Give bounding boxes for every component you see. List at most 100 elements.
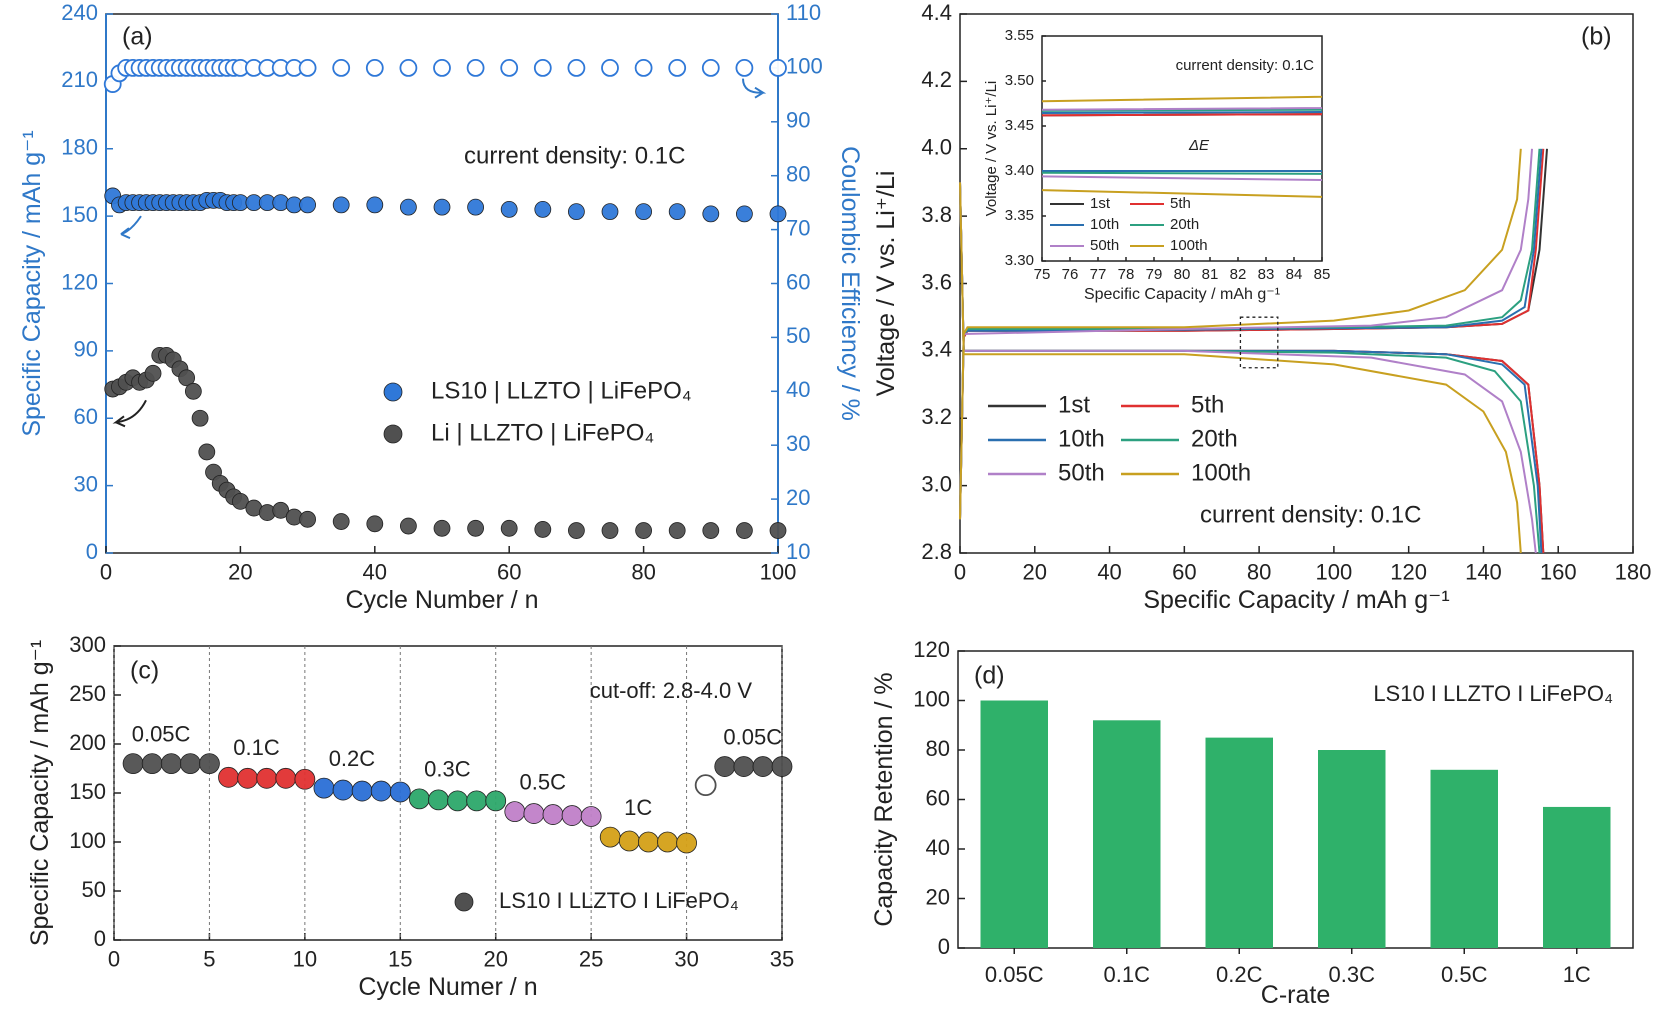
x-axis-label: Cycle Number / n bbox=[345, 586, 538, 614]
data-point bbox=[735, 59, 754, 77]
voltage-curve bbox=[959, 148, 1537, 554]
data-point bbox=[160, 753, 182, 774]
y-tick-label: 50 bbox=[82, 877, 106, 902]
x-axis-label: C-rate bbox=[1261, 981, 1330, 1009]
data-point bbox=[769, 59, 787, 77]
data-point bbox=[332, 196, 350, 214]
data-point bbox=[561, 805, 583, 826]
x-axis-label: Cycle Numer / n bbox=[358, 973, 537, 1001]
y-tick-label: 3.50 bbox=[1005, 72, 1034, 89]
x-tick-label: 76 bbox=[1062, 266, 1079, 283]
group-label: 0.05C bbox=[132, 721, 191, 746]
x-tick-label: 160 bbox=[1540, 560, 1577, 585]
x-tick-label: 120 bbox=[1390, 560, 1427, 585]
data-point bbox=[752, 756, 774, 777]
x-tick-label: 10 bbox=[293, 947, 317, 972]
data-point bbox=[389, 781, 411, 803]
data-point bbox=[635, 203, 652, 221]
inset-legend-label: 20th bbox=[1170, 216, 1199, 233]
data-point bbox=[313, 777, 335, 799]
legend-marker bbox=[383, 382, 403, 402]
legend-label: 20th bbox=[1191, 425, 1238, 452]
y-tick-label: 0 bbox=[938, 934, 950, 959]
data-point bbox=[599, 826, 621, 848]
x-tick-label: 80 bbox=[1247, 560, 1271, 585]
x-tick-label: 180 bbox=[1615, 560, 1652, 585]
data-point bbox=[702, 522, 720, 539]
data-point bbox=[199, 753, 220, 774]
data-point bbox=[466, 790, 488, 812]
y-tick-label: 0 bbox=[94, 926, 106, 951]
y-tick-label: 3.40 bbox=[1005, 162, 1034, 179]
data-point bbox=[141, 753, 163, 774]
annotation: current density: 0.1C bbox=[464, 142, 685, 169]
group-label: 0.05C bbox=[723, 724, 782, 749]
y-tick-label: 3.55 bbox=[1005, 27, 1034, 44]
x-tick-label: 40 bbox=[363, 560, 387, 585]
data-point bbox=[299, 510, 317, 528]
y-tick-label: 4.0 bbox=[921, 135, 952, 160]
x-tick-label: 15 bbox=[388, 947, 412, 972]
data-point bbox=[504, 801, 526, 823]
y-tick-label: 3.8 bbox=[921, 202, 952, 227]
data-point bbox=[351, 780, 373, 802]
inset-annotation: current density: 0.1C bbox=[1176, 57, 1315, 74]
data-point bbox=[542, 804, 564, 825]
legend-label: 50th bbox=[1058, 459, 1105, 486]
zoom-box bbox=[1239, 316, 1279, 369]
x-tick-label: 40 bbox=[1097, 560, 1121, 585]
annotation: LS10 I LLZTO I LiFePO₄ bbox=[1373, 681, 1613, 706]
inset-y-label: Voltage / V vs. Li⁺/Li bbox=[983, 81, 1000, 217]
voltage-curve bbox=[959, 148, 1522, 554]
x-tick-label: 100 bbox=[760, 560, 797, 585]
y-tick-label: 240 bbox=[61, 0, 98, 25]
data-point bbox=[534, 521, 552, 538]
inset-legend-label: 100th bbox=[1170, 237, 1208, 254]
data-point bbox=[332, 513, 350, 530]
x-tick-label: 20 bbox=[228, 560, 252, 585]
y-tick-label: 3.35 bbox=[1005, 207, 1034, 224]
x-tick-label: 0 bbox=[100, 560, 112, 585]
data-point bbox=[500, 200, 518, 218]
panel-label: (a) bbox=[122, 23, 153, 51]
y-tick-label: 120 bbox=[913, 637, 950, 662]
data-point bbox=[733, 756, 755, 777]
data-point bbox=[231, 492, 249, 510]
x-tick-label: 5 bbox=[203, 947, 215, 972]
y-axis-label: Specific Capacity / mAh g⁻¹ bbox=[18, 130, 46, 436]
data-point bbox=[634, 59, 653, 77]
data-point bbox=[370, 780, 392, 802]
data-point bbox=[399, 198, 417, 216]
data-point bbox=[275, 767, 297, 789]
data-point bbox=[184, 382, 202, 400]
y-tick-label: 250 bbox=[69, 681, 106, 706]
data-point bbox=[428, 789, 449, 811]
data-point bbox=[144, 364, 162, 382]
data-point bbox=[366, 196, 384, 214]
data-point bbox=[467, 519, 485, 537]
data-point bbox=[191, 409, 209, 427]
panel-label: (c) bbox=[130, 657, 159, 685]
y-tick-label: 210 bbox=[61, 67, 98, 92]
data-point bbox=[332, 779, 354, 801]
y2-tick-label: 70 bbox=[786, 215, 810, 240]
data-point bbox=[256, 767, 278, 789]
inset-x-label: Specific Capacity / mAh g⁻¹ bbox=[1084, 286, 1280, 303]
y-tick-label: 3.2 bbox=[921, 404, 952, 429]
arrow bbox=[112, 399, 147, 428]
x-tick-label: 0.3C bbox=[1329, 962, 1376, 987]
group-label: 0.1C bbox=[233, 735, 280, 760]
y-tick-label: 150 bbox=[61, 202, 98, 227]
x-tick-label: 0.2C bbox=[1216, 962, 1263, 987]
y-axis-label: Voltage / V vs. Li⁺/Li bbox=[872, 171, 900, 397]
y-tick-label: 3.45 bbox=[1005, 117, 1034, 134]
bar bbox=[1318, 750, 1386, 948]
legend-marker bbox=[383, 424, 403, 444]
x-tick-label: 20 bbox=[1023, 560, 1047, 585]
x-axis-label: Specific Capacity / mAh g⁻¹ bbox=[1143, 586, 1449, 614]
data-point bbox=[294, 768, 316, 790]
legend-label: LS10 | LLZTO | LiFePO₄ bbox=[431, 377, 692, 404]
x-tick-label: 60 bbox=[497, 560, 521, 585]
legend-label: 10th bbox=[1058, 425, 1105, 452]
